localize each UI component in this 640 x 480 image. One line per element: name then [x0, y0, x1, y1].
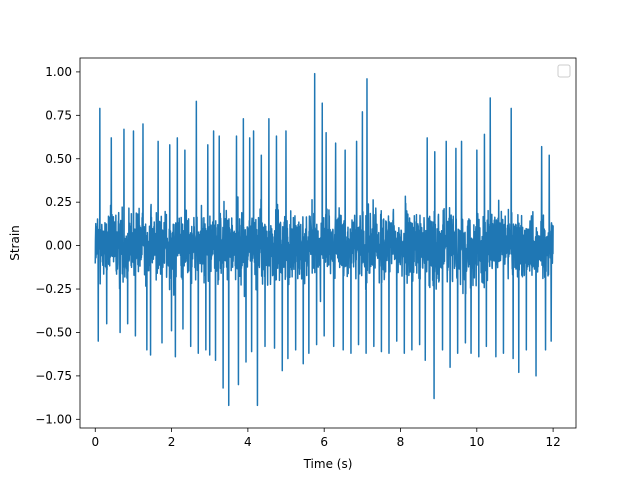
strain-series-line: [94, 72, 554, 407]
y-axis-label: Strain: [8, 225, 22, 261]
y-tick-label: −0.75: [35, 369, 72, 383]
x-tick-label: 10: [469, 435, 484, 449]
y-tick-label: 0.75: [45, 108, 72, 122]
legend-box: [557, 64, 571, 78]
y-axis: −1.00 −0.75 −0.50 −0.25 0.00 0.25 0.50 0.75 1.00: [35, 65, 80, 426]
y-tick-label: −0.50: [35, 325, 72, 339]
x-tick-label: 4: [244, 435, 252, 449]
x-axis-label: Time (s): [303, 457, 353, 471]
y-tick-label: 0.50: [45, 152, 72, 166]
y-tick-label: −0.25: [35, 282, 72, 296]
x-axis: 0 2 4 6 8 10 12: [91, 428, 561, 449]
y-tick-label: 1.00: [45, 65, 72, 79]
x-tick-label: 6: [320, 435, 328, 449]
x-tick-label: 2: [168, 435, 176, 449]
y-tick-label: 0.00: [45, 239, 72, 253]
plot-frame: [79, 57, 577, 429]
x-tick-label: 0: [91, 435, 99, 449]
series-layer: [94, 72, 554, 407]
y-tick-label: 0.25: [45, 195, 72, 209]
x-tick-label: 12: [545, 435, 560, 449]
x-tick-label: 8: [397, 435, 405, 449]
y-tick-label: −1.00: [35, 412, 72, 426]
